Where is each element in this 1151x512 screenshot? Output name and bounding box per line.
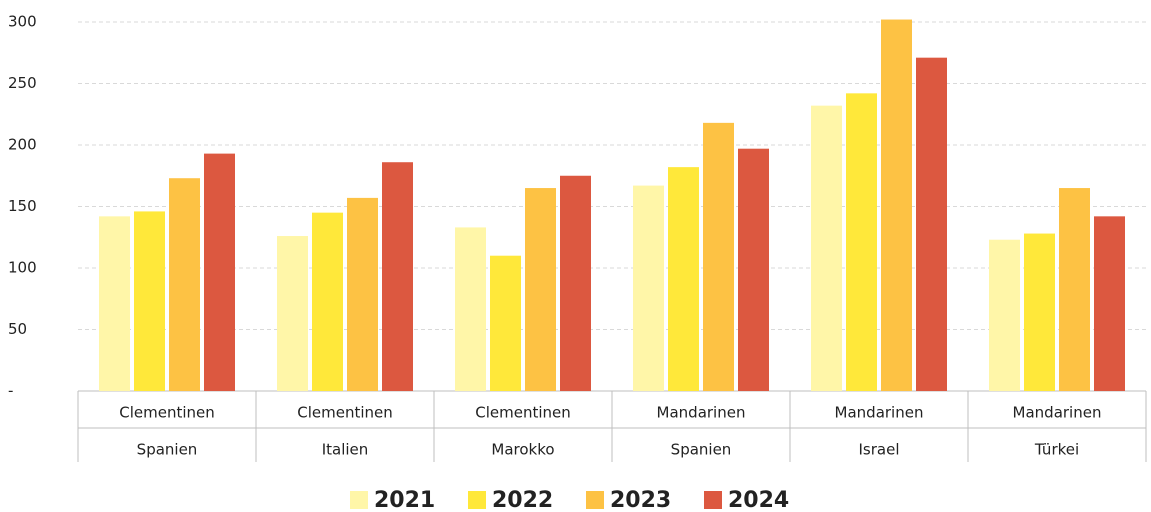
legend-label: 2022 [492,488,553,512]
x-tick-label: Mandarinen [1013,404,1102,422]
bar [347,197,378,391]
legend-swatch [586,491,604,509]
bar [490,255,521,391]
legend-swatch [468,491,486,509]
legend-label: 2023 [610,488,671,512]
bar [738,148,769,391]
x-tick-label: Mandarinen [657,404,746,422]
x-tick-label: Clementinen [475,404,571,422]
x-tick-label: Clementinen [119,404,215,422]
bar [1059,188,1090,391]
legend-swatch [704,491,722,509]
bar [811,105,842,391]
legend-label: 2024 [728,488,789,512]
y-tick-label: - [8,382,13,400]
y-tick-label: 100 [8,259,37,277]
x-tick-label: Mandarinen [835,404,924,422]
x-tick-label: Spanien [137,441,198,459]
bar [134,211,165,391]
bar [881,19,912,391]
y-tick-label: 300 [8,13,37,31]
bar [846,93,877,391]
x-tick-label: Marokko [491,441,554,459]
bar [1094,216,1125,391]
bar [1024,233,1055,391]
y-tick-label: 50 [8,320,27,338]
bar [382,162,413,391]
bar [169,178,200,391]
legend-swatch [350,491,368,509]
bar [989,239,1020,391]
bar [99,216,130,391]
x-tick-label: Clementinen [297,404,393,422]
bar [633,185,664,391]
x-tick-label: Israel [859,441,900,459]
legend-label: 2021 [374,488,435,512]
x-tick-label: Spanien [671,441,732,459]
bar [312,212,343,391]
y-tick-label: 150 [8,197,37,215]
x-tick-label: Türkei [1034,441,1079,459]
bar [277,236,308,391]
bar [455,227,486,391]
bar [916,57,947,392]
y-tick-label: 200 [8,136,37,154]
bar [703,122,734,392]
y-tick-label: 250 [8,74,37,92]
bar [668,167,699,391]
x-tick-label: Italien [322,441,369,459]
bar [560,175,591,391]
bar [204,153,235,391]
bar [525,188,556,391]
